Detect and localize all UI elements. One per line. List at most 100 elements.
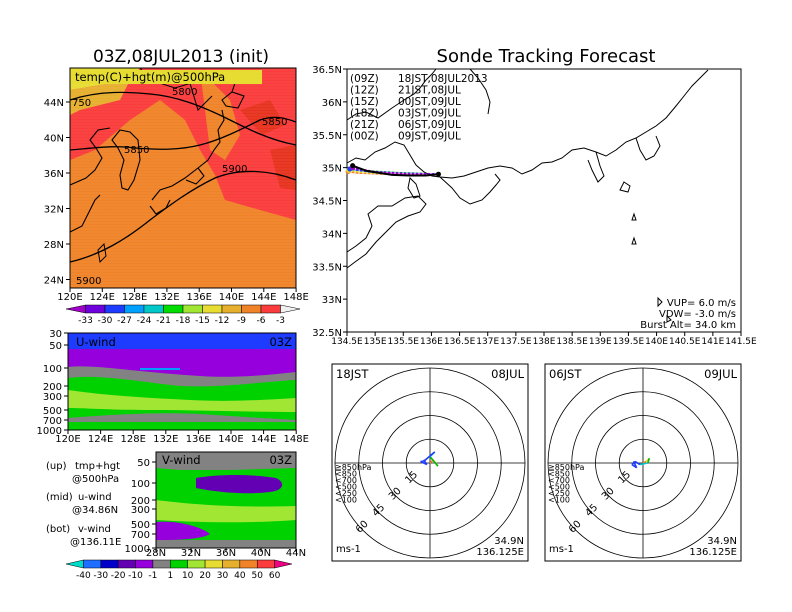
lon-tick-label: 139.5E xyxy=(613,337,645,347)
hodo-trace xyxy=(632,461,638,469)
hodo-level-label: <100 xyxy=(548,496,570,505)
colorbar-swatch xyxy=(117,559,136,569)
vdw-text: VDW= -3.0 m/s xyxy=(659,309,736,320)
hokkaido-coast xyxy=(221,91,245,109)
colorbar-label: -27 xyxy=(117,316,132,326)
hgt-contour-5850 xyxy=(69,116,297,151)
lon-tick-label: 135E xyxy=(364,337,387,347)
lon-tick-label: 139E xyxy=(589,337,612,347)
map-frame xyxy=(69,67,297,289)
hodo-level-label: <700 xyxy=(335,476,357,485)
colorbar-swatch xyxy=(65,304,86,314)
v-purple xyxy=(196,475,283,494)
hodograph-panel-1: 18JST 08JUL ms-1 34.9N 136.125E 15304560… xyxy=(331,363,529,562)
colorbar-label: -15 xyxy=(195,316,210,326)
p-tick-label: 300 xyxy=(131,505,150,516)
hodo-level-label: <250 xyxy=(335,489,357,498)
lon-tick-label: 144E xyxy=(251,434,276,445)
note-line: tmp+hgt xyxy=(75,461,120,472)
u-lightgreen xyxy=(68,390,296,412)
v-time: 03Z xyxy=(269,453,292,467)
legend-run: (00Z) xyxy=(350,131,379,143)
colorbar-swatch xyxy=(104,304,125,314)
lon-tick-label: 120E xyxy=(55,434,80,445)
hodo-level-label: <850 xyxy=(335,470,357,479)
legend-time: 21JST,08JUL xyxy=(398,85,461,97)
legend-time: 03JST,09JUL xyxy=(398,108,461,120)
init-title: 03Z,08JUL2013 (init) xyxy=(93,47,269,67)
colorbar-swatch xyxy=(182,304,203,314)
coast-honshu xyxy=(439,69,709,179)
hodograph-panel-2: 06JST 09JUL ms-1 34.9N 136.125E 15304560… xyxy=(544,363,742,562)
p-tick-label: 700 xyxy=(43,416,62,427)
contour-label: 750 xyxy=(72,98,91,109)
hodo-ring xyxy=(618,438,668,488)
hodo-level-label: <700 xyxy=(548,476,570,485)
hgt-contour-5800 xyxy=(69,91,297,146)
coast-awaji xyxy=(407,176,421,199)
colorbar-label: 20 xyxy=(199,571,211,581)
colorbar-label: -21 xyxy=(156,316,171,326)
lat-tick-label: 36N xyxy=(322,98,342,109)
hodo-level-label: <850 xyxy=(548,470,570,479)
temp-map-panel: 5800 5850 5850 5900 5900 750 temp(C)+hgt… xyxy=(44,67,309,303)
lat-tick-label: 36.5N xyxy=(312,65,342,76)
colorbar-label: -10 xyxy=(128,571,143,581)
hodo-ring xyxy=(405,438,455,488)
colorbar-label: 40 xyxy=(234,571,246,581)
coast-kinki xyxy=(346,141,441,178)
legend-time: 06JST,09JUL xyxy=(398,119,461,131)
lat-tick-label: 28N xyxy=(146,548,166,559)
lat-tick-label: 34.5N xyxy=(312,197,342,208)
colorbar-label: 10 xyxy=(182,571,194,581)
lon-tick-label: 136E xyxy=(186,434,211,445)
lon-tick-label: 120E xyxy=(57,292,82,303)
lat-tick-label: 40N xyxy=(44,134,64,145)
v-title: V-wind xyxy=(162,453,201,467)
p-tick-label: 200 xyxy=(131,496,150,507)
hodo-level-label: <100 xyxy=(335,496,357,505)
lon-tick-label: 141.5E xyxy=(725,337,757,347)
hodo-lon: 136.125E xyxy=(689,547,737,558)
hodo-trace xyxy=(639,462,648,466)
legend-run: (18Z) xyxy=(350,108,379,120)
launch-point xyxy=(435,171,441,177)
colorbar-swatch xyxy=(260,304,281,314)
lat-tick-label: 33N xyxy=(322,295,342,306)
track-bg xyxy=(346,68,742,333)
colorbar-label: 50 xyxy=(252,571,264,581)
coast-shikoku xyxy=(346,195,427,269)
lat-tick-label: 34N xyxy=(322,229,342,240)
colorbar-swatch xyxy=(152,559,171,569)
hodo-lat: 34.9N xyxy=(494,536,524,547)
map-dark-area xyxy=(240,100,285,135)
legend-run: (15Z) xyxy=(350,96,379,108)
china-coast xyxy=(69,127,111,233)
colorbar-label: 30 xyxy=(217,571,229,581)
contour-label: 5850 xyxy=(262,117,287,128)
p-tick-label: 500 xyxy=(43,406,62,417)
hodo-unit: ms-1 xyxy=(549,544,574,555)
hodo-trace xyxy=(634,460,641,466)
colorbar-swatch xyxy=(280,304,301,314)
main-title: Sonde Tracking Forecast xyxy=(437,46,656,67)
hodo-ring xyxy=(595,415,691,511)
p-tick-label: 100 xyxy=(131,479,150,490)
island-small xyxy=(666,314,672,323)
coast-hokuriku xyxy=(469,68,491,115)
lon-tick-label: 132E xyxy=(154,292,179,303)
lon-tick-label: 141E xyxy=(701,337,724,347)
coast-izu xyxy=(587,151,605,183)
note-key: (up) xyxy=(46,461,67,472)
coast-north xyxy=(346,68,437,121)
lat-tick-label: 28N xyxy=(44,240,64,251)
note-line: @500hPa xyxy=(72,474,119,485)
colorbar-swatch xyxy=(274,559,293,569)
colorbar-label: 1 xyxy=(167,571,173,581)
lon-tick-label: 140.5E xyxy=(669,337,701,347)
lon-tick-label: 140E xyxy=(219,292,244,303)
p-tick-label: 50 xyxy=(49,341,62,352)
